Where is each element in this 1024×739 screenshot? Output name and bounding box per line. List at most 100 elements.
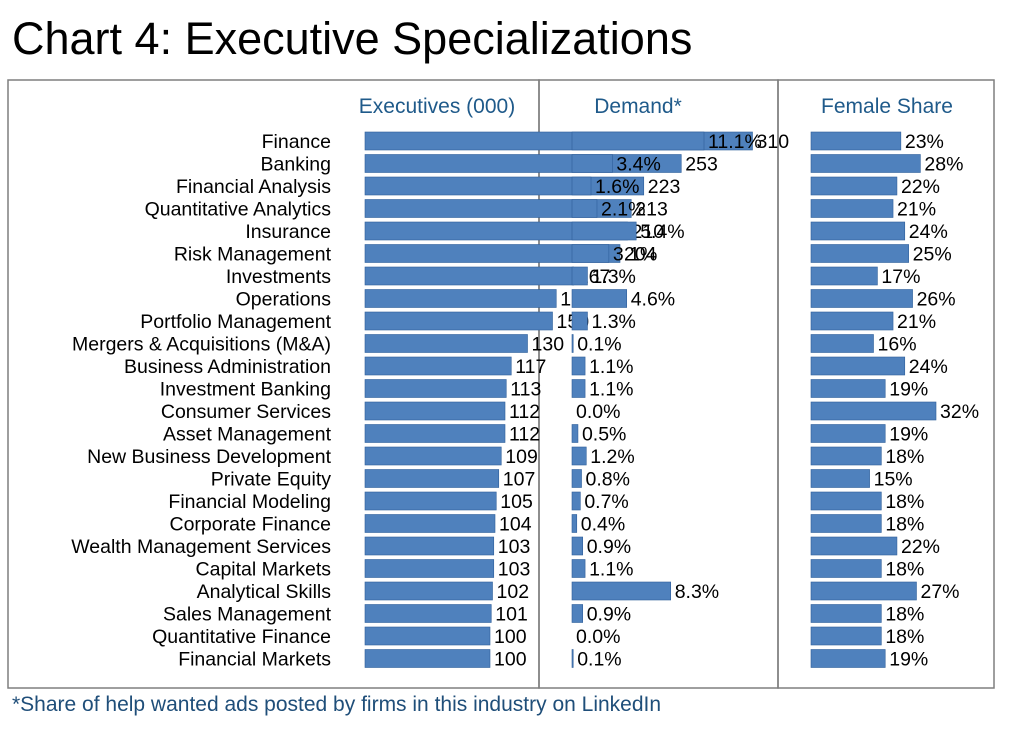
category-label: Banking	[261, 154, 331, 176]
category-label: Risk Management	[174, 244, 332, 266]
data-label-executives: 103	[498, 536, 531, 558]
bar-executives	[364, 199, 632, 218]
data-label-female-share: 22%	[901, 176, 940, 198]
data-label-female-share: 26%	[917, 289, 956, 311]
category-label: Portfolio Management	[140, 311, 331, 333]
data-label-demand: 0.1%	[577, 334, 621, 356]
bar-female-share	[810, 514, 882, 533]
data-label-female-share: 23%	[905, 131, 944, 153]
category-label: Mergers & Acquisitions (M&A)	[72, 334, 331, 356]
bar-female-share	[810, 356, 906, 376]
bar-demand	[571, 604, 584, 623]
bar-demand	[571, 244, 610, 263]
bar-demand	[571, 469, 582, 488]
bar-female-share	[810, 221, 906, 241]
data-label-female-share: 19%	[889, 379, 928, 401]
data-label-female-share: 19%	[889, 649, 928, 671]
bar-executives	[364, 311, 553, 331]
data-label-executives: 130	[532, 334, 565, 356]
data-label-demand: 2.1%	[601, 199, 645, 221]
data-label-executives: 113	[510, 379, 541, 401]
data-label-demand: 1.6%	[595, 176, 639, 198]
data-label-executives: 100	[494, 626, 527, 648]
data-label-female-share: 21%	[897, 199, 936, 221]
data-label-demand: 1.1%	[589, 559, 633, 581]
bar-female-share	[810, 581, 917, 601]
data-label-demand: 3.1%	[613, 244, 657, 266]
category-label: Financial Analysis	[176, 176, 331, 198]
bar-executives	[364, 604, 492, 623]
bar-female-share	[810, 469, 870, 488]
bar-female-share	[810, 154, 921, 173]
bar-female-share	[810, 199, 894, 218]
data-label-executives: 109	[505, 446, 538, 468]
bar-executives	[364, 536, 495, 556]
bar-demand	[571, 491, 581, 511]
category-label: Wealth Management Services	[71, 536, 331, 558]
data-label-demand: 1.1%	[589, 356, 633, 378]
data-label-demand: 0.9%	[587, 536, 631, 558]
category-label: Capital Markets	[196, 559, 332, 581]
data-label-demand: 0.0%	[576, 401, 620, 423]
data-label-executives: 213	[635, 199, 668, 221]
data-label-executives: 103	[498, 559, 531, 581]
bar-executives	[364, 401, 506, 421]
data-label-female-share: 28%	[924, 154, 963, 176]
bar-executives	[364, 581, 493, 601]
data-label-female-share: 24%	[909, 221, 948, 243]
bar-demand	[571, 424, 579, 443]
data-label-demand: 0.7%	[584, 491, 628, 513]
category-label: Quantitative Finance	[152, 626, 331, 648]
data-label-demand: 1.2%	[590, 446, 634, 468]
bar-female-share	[810, 649, 886, 668]
category-label: Asset Management	[163, 424, 332, 446]
category-label: Financial Modeling	[168, 491, 331, 513]
category-label: Investment Banking	[160, 379, 331, 401]
data-label-demand: 3.4%	[616, 154, 660, 176]
bar-female-share	[810, 401, 937, 421]
category-label: Operations	[236, 289, 332, 311]
data-label-executives: 107	[503, 469, 536, 491]
bar-executives	[364, 469, 500, 488]
category-label: Corporate Finance	[169, 514, 331, 536]
data-label-executives: 100	[494, 649, 527, 671]
data-label-executives: 210	[632, 221, 665, 243]
category-label: New Business Development	[87, 446, 331, 468]
bar-demand	[571, 334, 574, 353]
data-label-executives: 310	[757, 131, 790, 153]
bar-demand	[571, 649, 574, 668]
bar-demand	[571, 446, 587, 466]
bar-demand	[571, 356, 586, 376]
data-label-executives: 204	[624, 244, 657, 266]
bar-executives	[364, 334, 528, 353]
bar-demand	[571, 289, 628, 308]
category-label: Finance	[262, 131, 331, 153]
data-label-female-share: 18%	[885, 559, 924, 581]
bar-demand	[571, 536, 584, 556]
bar-demand	[571, 221, 637, 241]
bar-demand	[571, 266, 588, 286]
data-label-executives: 104	[499, 514, 532, 536]
bar-demand	[571, 176, 592, 196]
bar-demand	[571, 154, 613, 173]
bar-executives	[364, 289, 557, 308]
category-label: Analytical Skills	[197, 581, 332, 603]
data-label-female-share: 18%	[885, 604, 924, 626]
bar-female-share	[810, 559, 882, 578]
bar-female-share	[810, 424, 886, 443]
bar-female-share	[810, 289, 913, 308]
bar-executives	[364, 491, 497, 511]
data-label-female-share: 21%	[897, 311, 936, 333]
data-label-demand: 0.0%	[576, 626, 620, 648]
data-label-demand: 1.3%	[591, 311, 635, 333]
data-label-executives: 112	[509, 401, 540, 423]
data-label-female-share: 19%	[889, 424, 928, 446]
data-label-female-share: 27%	[920, 581, 959, 603]
bar-executives	[364, 356, 512, 376]
data-label-executives: 253	[685, 154, 718, 176]
bar-demand	[571, 379, 586, 398]
data-label-executives: 223	[648, 176, 681, 198]
bar-executives	[364, 446, 502, 466]
category-label: Private Equity	[211, 469, 332, 491]
bar-female-share	[810, 131, 902, 151]
